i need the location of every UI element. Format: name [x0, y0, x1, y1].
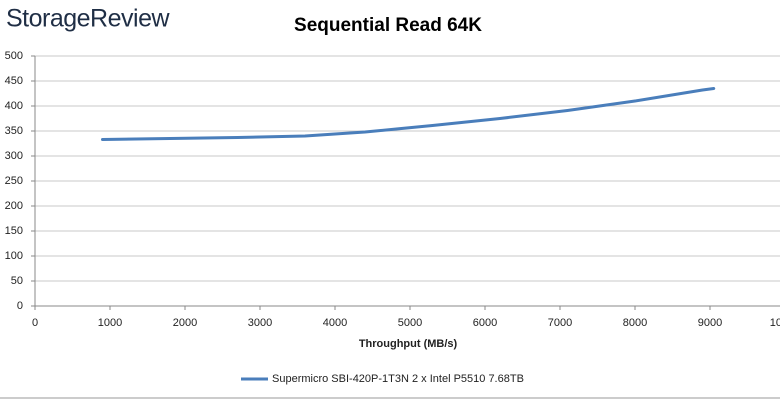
- x-tick-label: 1000: [98, 317, 122, 329]
- x-tick-label: 10000: [770, 317, 780, 329]
- y-tick-label: 400: [5, 100, 23, 112]
- y-tick-label: 0: [17, 300, 23, 312]
- x-tick-label: 2000: [173, 317, 197, 329]
- y-tick-label: 350: [5, 125, 23, 137]
- x-tick-label: 9000: [698, 317, 722, 329]
- x-tick-label: 6000: [473, 317, 497, 329]
- y-tick-label: 50: [11, 275, 23, 287]
- x-tick-label: 8000: [623, 317, 647, 329]
- x-tick-label: 0: [32, 317, 38, 329]
- y-tick-label: 200: [5, 200, 23, 212]
- y-tick-label: 450: [5, 75, 23, 87]
- chart-title: Sequential Read 64K: [294, 15, 482, 36]
- x-tick-label: 7000: [548, 317, 572, 329]
- y-tick-label: 150: [5, 225, 23, 237]
- y-tick-label: 300: [5, 150, 23, 162]
- data-line: [101, 87, 716, 141]
- x-tick-label: 3000: [248, 317, 272, 329]
- y-tick-label: 100: [5, 250, 23, 262]
- x-axis-label: Throughput (MB/s): [359, 338, 458, 350]
- x-tick-label: 5000: [398, 317, 422, 329]
- y-tick-label: 500: [5, 50, 23, 62]
- x-tick-label: 4000: [323, 317, 347, 329]
- y-tick-label: 250: [5, 175, 23, 187]
- logo: StorageReview: [6, 5, 170, 33]
- legend-label: Supermicro SBI-420P-1T3N 2 x Intel P5510…: [272, 373, 524, 385]
